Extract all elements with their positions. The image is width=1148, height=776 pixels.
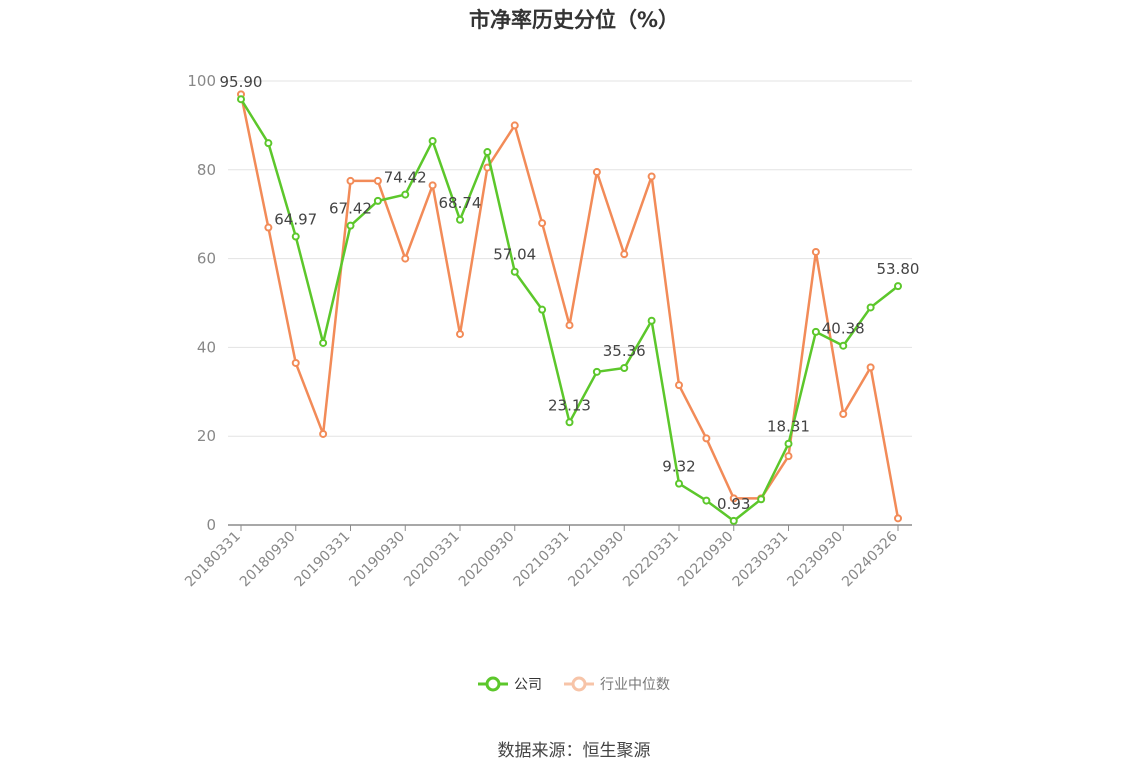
x-tick-label: 20190930 [346,529,408,591]
data-point [319,429,328,438]
x-tick-label: 20220930 [675,529,737,591]
legend-label-industry: 行业中位数 [600,677,670,693]
y-tick-label: 0 [206,516,216,534]
x-tick-label: 20180930 [237,529,299,591]
y-tick-label: 20 [197,427,216,445]
data-point [483,148,492,157]
line-chart: 0 20 40 60 80 100 201803312018093020190331201… [182,72,920,591]
data-point [894,282,902,291]
y-tick-label: 80 [197,161,216,179]
legend-item-industry[interactable]: 行业中位数 [564,674,670,694]
data-point [538,305,547,314]
y-tick-label: 40 [197,338,216,356]
data-label: 95.90 [220,73,263,91]
data-point [866,363,875,372]
x-tick-label: 20210331 [511,529,573,591]
x-tick-label: 20220331 [620,529,682,591]
data-point [565,321,574,330]
x-tick-label: 20200930 [456,529,518,591]
legend-item-company[interactable]: 公司 [478,674,542,694]
data-point [702,496,711,505]
data-point [428,181,437,190]
data-label: 18.31 [767,418,810,436]
legend-label-company: 公司 [514,677,542,693]
grid-lines [228,80,912,437]
x-tick-label: 20190331 [292,529,354,591]
data-point [620,250,629,259]
data-point [647,316,656,325]
data-point [456,215,464,224]
data-point [702,434,711,443]
series-line-company [239,98,899,523]
legend-industry-icon [564,676,594,692]
y-tick-label: 60 [197,250,216,268]
data-point [592,367,601,376]
data-point [565,418,574,427]
data-point [675,381,683,390]
data-label: 23.13 [548,396,591,414]
data-point [456,330,464,339]
x-tick-label: 20200331 [401,529,463,591]
data-point [839,341,848,350]
data-point [647,172,656,181]
legend: 公司 行业中位数 [0,674,1148,694]
data-point [811,247,820,256]
data-point [839,410,848,418]
data-label: 0.93 [717,495,750,513]
series-line-industry [239,94,900,519]
data-label: 64.97 [274,211,317,229]
data-point [510,267,519,276]
data-point [401,190,410,199]
data-point [538,219,547,228]
x-tick-label: 20230930 [784,529,846,591]
data-point [784,452,793,461]
data-label: 68.74 [439,194,482,212]
data-point [346,221,355,230]
data-point [373,196,382,205]
data-label: 35.36 [603,342,646,360]
x-tick-label: 20210930 [565,529,627,591]
data-label: 9.32 [662,458,695,476]
data-point [401,254,410,263]
data-label: 40.38 [822,320,865,338]
series-lines [237,90,902,525]
data-point [264,223,273,232]
y-tick-label: 100 [187,72,216,90]
data-point [264,139,273,148]
chart-title: 市净率历史分位（%） [468,8,680,32]
data-point [291,358,300,367]
data-point [510,121,519,130]
data-label: 67.42 [329,200,372,218]
data-point [620,364,629,373]
data-label: 53.80 [877,260,920,278]
data-point [373,176,382,185]
data-point [757,495,766,504]
data-point [784,439,793,448]
x-tick-label: 20230331 [730,529,792,591]
data-point [894,514,902,523]
data-point [291,232,300,241]
data-point [428,136,437,145]
data-point [866,303,875,312]
data-point [237,95,245,104]
x-tick-label: 20180331 [182,529,244,591]
data-source: 数据来源：恒生聚源 [497,741,651,761]
data-labels: 95.90 64.97 67.42 74.42 68.74 57.04 23.13 35.36… [220,73,920,513]
data-point [729,494,738,503]
data-point [811,327,820,336]
data-label: 74.42 [384,169,427,187]
data-point [319,338,328,347]
legend-company-icon [478,676,508,692]
y-axis: 0 20 40 60 80 100 [187,72,216,534]
data-point [729,516,738,525]
data-point [675,479,683,488]
data-point [346,176,355,185]
data-point [592,168,601,177]
x-axis: 2018033120180930201903312019093020200331… [182,524,912,591]
x-tick-label: 20240326 [839,528,901,590]
data-label: 57.04 [493,246,536,264]
